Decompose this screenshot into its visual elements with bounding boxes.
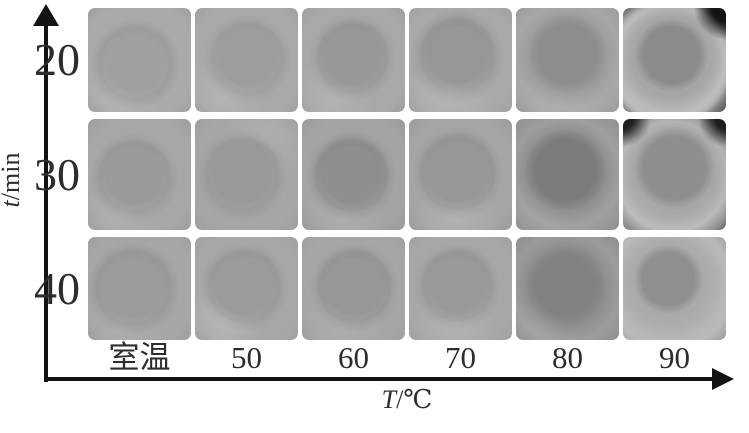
sample-photo-t40min-T70	[409, 237, 512, 340]
x-tick-label: 90	[659, 339, 690, 375]
sample-photo-t40min-T室温	[88, 237, 191, 340]
x-axis-variable: T	[381, 385, 397, 414]
sample-photo-t40min-T80	[516, 237, 619, 340]
sample-photo-t30min-T50	[195, 119, 298, 230]
y-axis-line	[44, 20, 48, 382]
x-tick-labels: 室温 50 60 70 80 90	[88, 341, 726, 373]
sample-photo-t40min-T90	[623, 237, 726, 340]
x-axis-line	[44, 377, 714, 381]
x-tick-label: 80	[552, 339, 583, 375]
x-tick-label: 室温	[108, 339, 171, 375]
y-axis-arrowhead-icon	[33, 4, 59, 26]
x-axis-arrowhead-icon	[712, 368, 734, 390]
x-tick-label: 60	[338, 339, 369, 375]
sample-photo-t20min-T60	[302, 8, 405, 112]
sample-photo-t20min-T50	[195, 8, 298, 112]
sample-photo-t40min-T60	[302, 237, 405, 340]
sample-photo-t30min-T90	[623, 119, 726, 230]
x-tick-label: 70	[445, 339, 476, 375]
sample-photo-t30min-T60	[302, 119, 405, 230]
sample-photo-t30min-T80	[516, 119, 619, 230]
sample-photo-t20min-T室温	[88, 8, 191, 112]
x-axis-title: T/℃	[88, 385, 726, 415]
sample-photo-t20min-T90	[623, 8, 726, 112]
sample-photo-t30min-T室温	[88, 119, 191, 230]
sample-photo-t30min-T70	[409, 119, 512, 230]
y-tick-labels: 20 30 40	[26, 8, 84, 340]
photo-grid	[88, 8, 726, 340]
x-axis-unit: /℃	[396, 385, 433, 414]
sample-photo-t20min-T70	[409, 8, 512, 112]
y-tick-label: 30	[34, 148, 80, 200]
sample-photo-t40min-T50	[195, 237, 298, 340]
y-tick-label: 40	[34, 262, 80, 314]
sample-photo-t20min-T80	[516, 8, 619, 112]
x-tick-label: 50	[231, 339, 262, 375]
y-tick-label: 20	[34, 34, 80, 85]
